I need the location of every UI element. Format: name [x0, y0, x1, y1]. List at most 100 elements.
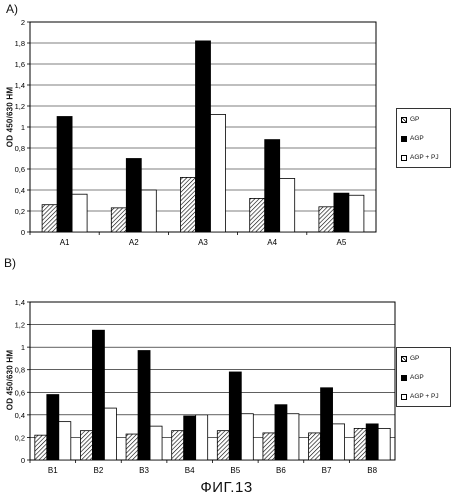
- y-tick-label: 0,4: [15, 186, 25, 195]
- bar-gp-b2: [80, 430, 93, 461]
- legend-a-label-agp-pj: AGP + PJ: [410, 154, 439, 161]
- bar-agp-a2: [125, 158, 142, 233]
- legend-b-label-gp: GP: [410, 355, 420, 362]
- bar-agp-pj-b3: [149, 425, 163, 461]
- y-tick-label: 2: [21, 18, 25, 27]
- y-tick-label: 1,8: [15, 39, 25, 48]
- bar-gp-b4: [171, 430, 185, 461]
- y-tick-label: 0,6: [15, 165, 25, 174]
- bar-agp-b1: [46, 394, 60, 461]
- legend-b-item-agp: AGP: [401, 374, 424, 381]
- x-tick-label-b6: B6: [276, 466, 286, 475]
- legend-b-label-agp: AGP: [410, 374, 424, 381]
- bar-agp-b7: [320, 387, 333, 461]
- bar-agp-a3: [195, 40, 211, 233]
- legend-b-item-gp: GP: [401, 355, 419, 362]
- bar-gp-b8: [353, 427, 367, 461]
- bar-gp-b5: [216, 430, 230, 461]
- legend-a-item-agp: AGP: [401, 135, 424, 142]
- panel-a-label: A): [6, 2, 18, 16]
- bar-agp-b5: [228, 371, 242, 461]
- y-tick-label: 1,4: [15, 298, 25, 307]
- y-tick-label: 0: [21, 456, 25, 465]
- bar-gp-b6: [262, 432, 276, 461]
- bar-agp-a1: [56, 116, 73, 233]
- legend-b-swatch-gp: [401, 355, 407, 362]
- bar-agp-pj-b4: [195, 414, 209, 461]
- panel-b-label: B): [4, 256, 16, 270]
- legend-a-label-gp: GP: [410, 116, 420, 123]
- y-tick-label: 0,4: [15, 411, 25, 420]
- x-tick-label-b7: B7: [322, 466, 332, 475]
- bar-agp-b3: [137, 350, 151, 461]
- y-tick-label: 1: [21, 343, 25, 352]
- bar-gp-a3: [180, 176, 196, 233]
- x-tick-label-b5: B5: [230, 466, 240, 475]
- legend-a-swatch-gp: [401, 116, 407, 123]
- x-tick-label-a3: A3: [198, 238, 208, 247]
- chart-b: 0 0,2 0,4 0,6 0,8 1 1,2 1,4 B1 B2 B3 B4 B5 B6 B7 B8: [15, 298, 396, 475]
- legend-a-item-agp-pj: AGP + PJ: [401, 154, 439, 161]
- bar-gp-b1: [34, 434, 48, 461]
- bar-agp-pj-b7: [332, 423, 345, 461]
- chart-a: 0 0,2 0,4 0,6 0,8 1 1,2 1,4 1,6 1,8 2 A1 A2 A3 A4 A5: [15, 18, 377, 247]
- bar-agp-pj-a4: [279, 178, 296, 233]
- chart-b-ylabel-wrap: OD 450/630 HM: [3, 320, 17, 440]
- x-tick-label-a1: A1: [60, 238, 70, 247]
- chart-a-ylabel: OD 450/630 HM: [5, 86, 15, 148]
- bar-agp-pj-a2: [140, 189, 157, 233]
- y-tick-label: 0,8: [15, 144, 25, 153]
- legend-b-item-agp-pj: AGP + PJ: [401, 393, 439, 400]
- chart-a-ylabel-wrap: OD 450/630 HM: [3, 52, 17, 182]
- y-tick-label: 1,2: [15, 321, 25, 330]
- bar-gp-a1: [41, 204, 58, 233]
- y-tick-label: 0,8: [15, 366, 25, 375]
- chart-b-ylabel: OD 450/630 HM: [5, 349, 15, 411]
- figure-caption: ФИГ.13: [200, 479, 253, 496]
- y-tick-label: 0,2: [15, 207, 25, 216]
- legend-a-swatch-agp-pj: [401, 154, 407, 161]
- bar-agp-pj-a5: [348, 194, 365, 233]
- legend-b-label-agp-pj: AGP + PJ: [410, 393, 439, 400]
- bar-gp-a5: [318, 206, 335, 233]
- bar-agp-pj-a1: [71, 193, 88, 233]
- bar-agp-b2: [92, 329, 105, 461]
- x-tick-label-b4: B4: [185, 466, 195, 475]
- x-tick-label-a5: A5: [337, 238, 347, 247]
- x-tick-label-b2: B2: [94, 466, 104, 475]
- bar-gp-a4: [249, 197, 266, 233]
- x-tick-label-a4: A4: [267, 238, 277, 247]
- y-tick-label: 0,2: [15, 433, 25, 442]
- bar-agp-a5: [333, 192, 350, 233]
- y-tick-label: 0,6: [15, 388, 25, 397]
- x-tick-label-a2: A2: [129, 238, 139, 247]
- bar-agp-pj-a3: [210, 114, 226, 233]
- bar-gp-a2: [110, 207, 127, 233]
- bar-agp-pj-b6: [286, 413, 300, 461]
- bar-agp-pj-b8: [377, 427, 391, 461]
- bar-gp-b3: [125, 433, 139, 461]
- legend-b-swatch-agp-pj: [401, 393, 407, 400]
- y-tick-label: 1,6: [15, 60, 25, 69]
- y-tick-label: 1,2: [15, 102, 25, 111]
- chart-b-legend: GP AGP AGP + PJ: [396, 347, 451, 407]
- y-tick-label: 1,4: [15, 81, 25, 90]
- y-tick-label: 0: [21, 228, 25, 237]
- legend-a-label-agp: AGP: [410, 135, 424, 142]
- bar-gp-b7: [308, 432, 321, 461]
- legend-b-swatch-agp: [401, 374, 407, 381]
- chart-a-legend: GP AGP AGP + PJ: [396, 108, 451, 168]
- y-tick-label: 1: [21, 123, 25, 132]
- x-tick-label-b8: B8: [367, 466, 377, 475]
- bar-agp-b4: [183, 415, 197, 461]
- legend-a-item-gp: GP: [401, 116, 419, 123]
- x-tick-label-b1: B1: [48, 466, 58, 475]
- bar-agp-pj-b2: [104, 407, 117, 461]
- bar-agp-a4: [264, 139, 281, 233]
- bar-agp-pj-b5: [240, 413, 254, 461]
- legend-a-swatch-agp: [401, 135, 407, 142]
- bar-agp-b8: [365, 423, 379, 461]
- x-tick-label-b3: B3: [139, 466, 149, 475]
- bar-agp-b6: [274, 404, 288, 461]
- bar-agp-pj-b1: [58, 421, 72, 461]
